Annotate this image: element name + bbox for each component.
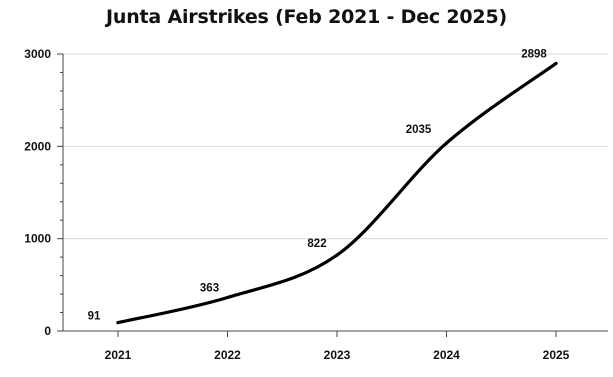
data-point bbox=[116, 320, 120, 325]
data-point bbox=[444, 141, 449, 145]
data-point bbox=[225, 295, 230, 300]
data-label: 2035 bbox=[406, 124, 432, 136]
y-tick-label: 2000 bbox=[24, 139, 51, 153]
x-tick-label: 2021 bbox=[105, 348, 132, 362]
series-line bbox=[116, 61, 558, 325]
data-label: 91 bbox=[88, 311, 101, 323]
x-tick-label: 2024 bbox=[433, 348, 460, 362]
data-label: 363 bbox=[200, 282, 219, 294]
x-tick-label: 2022 bbox=[214, 348, 241, 362]
y-tick-label: 1000 bbox=[24, 232, 51, 246]
y-tick-label: 0 bbox=[44, 324, 51, 338]
y-tick-label: 3000 bbox=[24, 47, 51, 61]
data-point bbox=[335, 253, 339, 257]
data-point bbox=[554, 61, 558, 66]
data-label: 2898 bbox=[521, 48, 547, 60]
x-tick-label: 2023 bbox=[324, 348, 351, 362]
chart-title: Junta Airstrikes (Feb 2021 - Dec 2025) bbox=[106, 6, 507, 28]
x-tick-label: 2025 bbox=[543, 348, 570, 362]
data-label: 822 bbox=[307, 238, 326, 250]
